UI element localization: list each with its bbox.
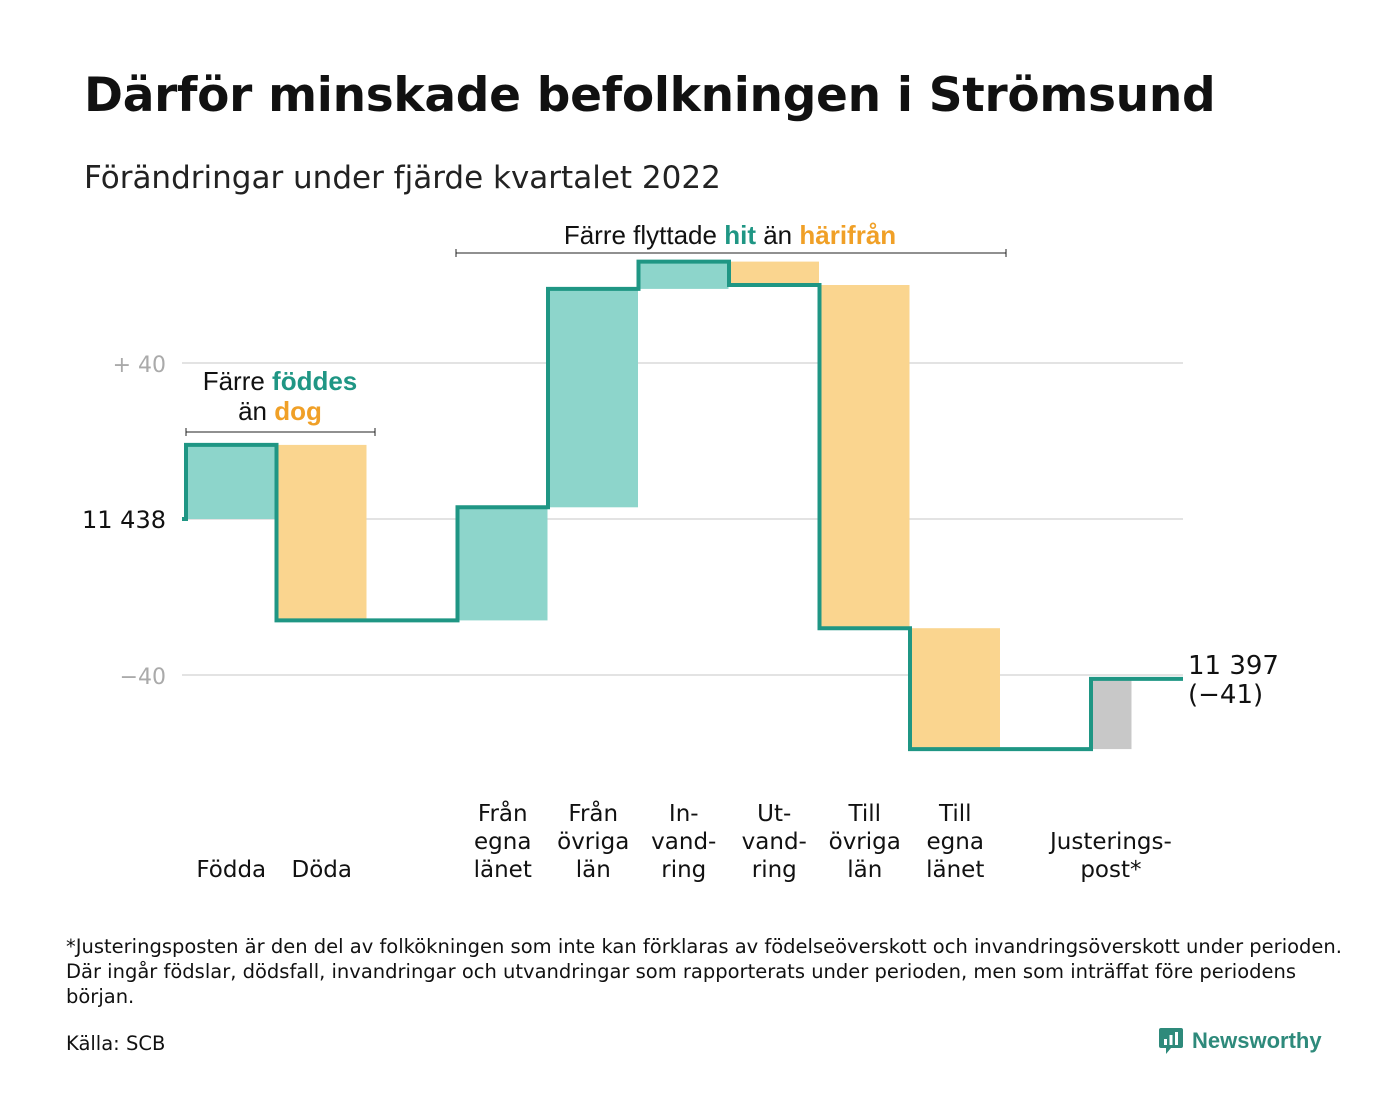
x-label-0: Födda bbox=[196, 857, 266, 883]
bar-4 bbox=[548, 288, 638, 508]
footnote: *Justeringsposten är den del av folkökni… bbox=[66, 935, 1342, 1008]
x-label-4-line-1: övriga bbox=[557, 829, 629, 855]
x-label-6: Ut-vand-ring bbox=[742, 801, 807, 883]
x-label-5-line-2: ring bbox=[661, 857, 706, 883]
x-label-8-line-2: länet bbox=[926, 857, 984, 883]
x-label-5-line-0: In- bbox=[669, 801, 699, 827]
x-label-10-line-1: post* bbox=[1080, 857, 1141, 883]
x-label-7-line-0: Till bbox=[847, 801, 881, 827]
annotation-births-highlight: föddes bbox=[272, 366, 357, 396]
x-label-1: Döda bbox=[292, 857, 352, 883]
end-value-label: 11 397 bbox=[1188, 651, 1279, 681]
x-label-5: In-vand-ring bbox=[651, 801, 716, 883]
annotation-migration-text: Färre flyttade bbox=[564, 220, 724, 250]
x-label-3-line-2: länet bbox=[474, 857, 532, 883]
x-label-6-line-2: ring bbox=[752, 857, 797, 883]
x-label-3: Från egna länet bbox=[474, 799, 532, 883]
x-label-6-line-0: Ut- bbox=[757, 801, 791, 827]
x-label-3-line-1: egna bbox=[474, 829, 531, 855]
annotation-deaths-highlight: dog bbox=[274, 396, 322, 426]
x-label-5-line-1: vand- bbox=[651, 829, 716, 855]
x-label-4: Från övriga län bbox=[557, 799, 629, 883]
x-label-4-line-0: Från bbox=[568, 799, 618, 827]
x-label-7-line-1: övriga bbox=[829, 829, 901, 855]
annotation-births-deaths-bracket bbox=[185, 428, 376, 436]
annotation-births-deaths-line2: än dog bbox=[238, 396, 322, 426]
annotation-migration-bracket bbox=[455, 249, 1007, 257]
bar-5 bbox=[638, 261, 729, 289]
x-label-3-line-0: Från bbox=[478, 799, 528, 827]
bar-10 bbox=[1091, 678, 1132, 750]
annotation-births-text: Färre bbox=[203, 366, 272, 396]
x-label-4-line-2: län bbox=[576, 857, 611, 883]
bar-0 bbox=[186, 444, 276, 519]
x-label-8-line-0: Till bbox=[938, 801, 972, 827]
x-label-7: Till övriga län bbox=[829, 801, 901, 883]
newsworthy-logo-icon bbox=[1159, 1028, 1183, 1054]
bar-1 bbox=[276, 444, 367, 621]
annotation-migration: Färre flyttade hit än härifrån bbox=[564, 220, 896, 250]
x-label-8-line-1: egna bbox=[927, 829, 984, 855]
cumulative-step-line bbox=[182, 259, 1183, 752]
y-tick-label-0: + 40 bbox=[113, 353, 166, 378]
newsworthy-logo: Newsworthy bbox=[1158, 1026, 1322, 1056]
bar-6 bbox=[729, 261, 819, 285]
source-note: Källa: SCB bbox=[66, 1032, 166, 1055]
bar-7 bbox=[819, 285, 910, 629]
annotation-migration-mid: än bbox=[756, 220, 799, 250]
annotation-migration-harifran: härifrån bbox=[799, 220, 896, 250]
chart-subtitle: Förändringar under fjärde kvartalet 2022 bbox=[84, 160, 721, 196]
x-label-1-line-0: Döda bbox=[292, 857, 352, 883]
x-label-6-line-1: vand- bbox=[742, 829, 807, 855]
y-tick-label-1: 11 438 bbox=[82, 506, 166, 534]
y-tick-label-2: −40 bbox=[120, 665, 166, 690]
annotation-migration-hit: hit bbox=[724, 220, 756, 250]
x-label-7-line-2: län bbox=[847, 857, 882, 883]
newsworthy-logo-text: Newsworthy bbox=[1192, 1028, 1322, 1053]
annotation-deaths-text: än bbox=[238, 396, 274, 426]
end-change-label: (−41) bbox=[1188, 680, 1263, 710]
bar-3 bbox=[457, 507, 548, 621]
bar-8 bbox=[910, 628, 1000, 750]
x-label-0-line-0: Födda bbox=[196, 857, 266, 883]
x-label-10-line-0: Justerings- bbox=[1048, 829, 1172, 855]
chart-title: Därför minskade befolkningen i Strömsund bbox=[84, 68, 1216, 123]
x-label-8: Till egna länet bbox=[926, 801, 984, 883]
x-label-10: Justerings-post* bbox=[1048, 829, 1172, 883]
annotation-births-deaths-line1: Färre föddes bbox=[203, 366, 358, 396]
